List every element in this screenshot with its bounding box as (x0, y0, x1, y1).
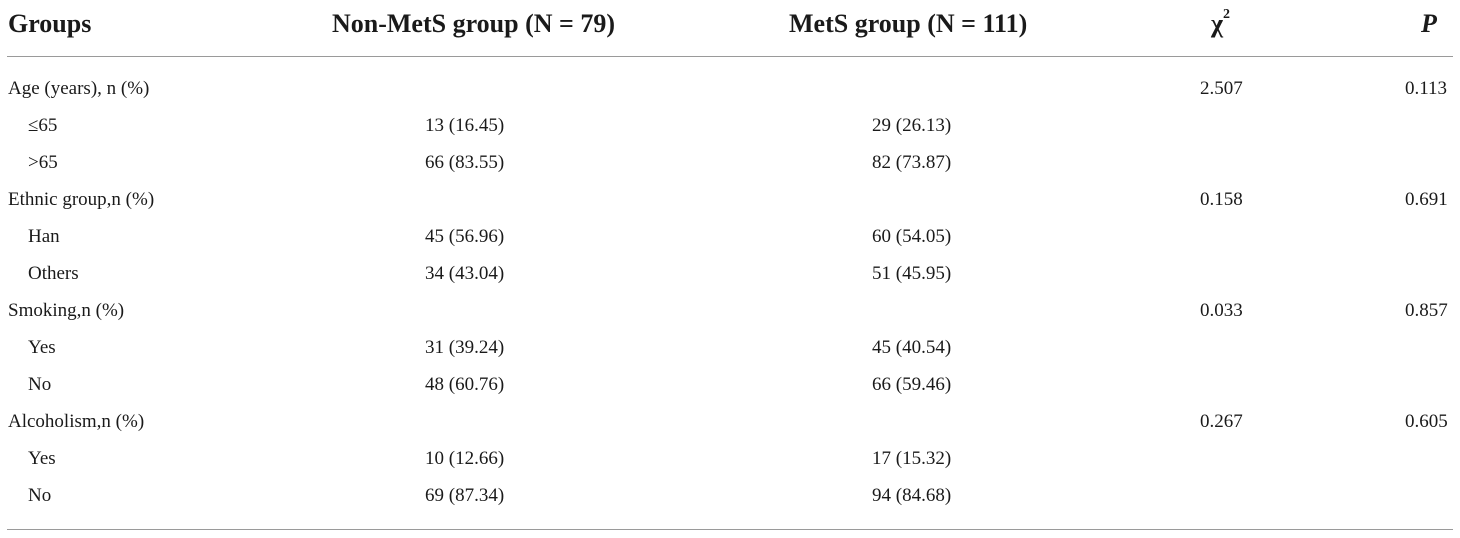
cell-non-mets: 45 (56.96) (425, 226, 505, 247)
cell-p-value: 0.691 (1405, 189, 1448, 210)
header-non-mets-group: Non-MetS group (N = 79) (332, 9, 615, 38)
cell-non-mets: 69 (87.34) (425, 485, 505, 506)
cell-p-value: 0.605 (1405, 411, 1448, 432)
row-label: Ethnic group,n (%) (8, 189, 155, 210)
row-label: Others (28, 263, 79, 284)
table-row: Age (years), n (%) 2.507 0.113 (0, 70, 1460, 107)
cell-p-value: 0.113 (1405, 78, 1448, 99)
bottom-rule (7, 529, 1453, 530)
cell-non-mets: 31 (39.24) (425, 337, 505, 358)
table-row: No 48 (60.76) 66 (59.46) (0, 366, 1460, 403)
row-label: Smoking,n (%) (8, 300, 125, 321)
table-row: Yes 10 (12.66) 17 (15.32) (0, 440, 1460, 477)
cell-p-value: 0.857 (1405, 300, 1448, 321)
row-label: >65 (28, 152, 58, 173)
cell-mets: 60 (54.05) (872, 226, 952, 247)
cell-mets: 17 (15.32) (872, 448, 952, 469)
table-row: No 69 (87.34) 94 (84.68) (0, 477, 1460, 514)
table-header: Groups Non-MetS group (N = 79) MetS grou… (0, 0, 1460, 50)
header-mets-group: MetS group (N = 111) (789, 9, 1028, 38)
cell-chi-square: 0.267 (1200, 411, 1243, 432)
cell-mets: 51 (45.95) (872, 263, 952, 284)
table-row: Han 45 (56.96) 60 (54.05) (0, 218, 1460, 255)
table-row: >65 66 (83.55) 82 (73.87) (0, 144, 1460, 181)
cell-mets: 94 (84.68) (872, 485, 952, 506)
table-row: Others 34 (43.04) 51 (45.95) (0, 255, 1460, 292)
row-label: Alcoholism,n (%) (8, 411, 145, 432)
cell-chi-square: 2.507 (1200, 78, 1243, 99)
cell-non-mets: 10 (12.66) (425, 448, 505, 469)
row-label: Yes (28, 337, 56, 358)
cell-non-mets: 66 (83.55) (425, 152, 505, 173)
table-row: Ethnic group,n (%) 0.158 0.691 (0, 181, 1460, 218)
cell-non-mets: 13 (16.45) (425, 115, 505, 136)
chi-exponent: 2 (1223, 7, 1231, 23)
cell-chi-square: 0.158 (1200, 189, 1243, 210)
header-groups: Groups (8, 9, 92, 38)
cell-mets: 45 (40.54) (872, 337, 952, 358)
chi-symbol: χ (1211, 9, 1224, 38)
cell-chi-square: 0.033 (1200, 300, 1243, 321)
table-row: Yes 31 (39.24) 45 (40.54) (0, 329, 1460, 366)
table-row: Smoking,n (%) 0.033 0.857 (0, 292, 1460, 329)
cell-mets: 66 (59.46) (872, 374, 952, 395)
row-label: Han (28, 226, 60, 247)
row-label: No (28, 374, 52, 395)
cell-mets: 29 (26.13) (872, 115, 952, 136)
header-chi-square: χ2 (1211, 7, 1231, 39)
header-p-value: P (1421, 9, 1437, 38)
cell-non-mets: 48 (60.76) (425, 374, 505, 395)
row-label: Age (years), n (%) (8, 78, 150, 99)
row-label: No (28, 485, 52, 506)
top-rule (7, 56, 1453, 57)
row-label: ≤65 (28, 115, 58, 136)
cell-non-mets: 34 (43.04) (425, 263, 505, 284)
table-row: ≤65 13 (16.45) 29 (26.13) (0, 107, 1460, 144)
cell-mets: 82 (73.87) (872, 152, 952, 173)
table-row: Alcoholism,n (%) 0.267 0.605 (0, 403, 1460, 440)
row-label: Yes (28, 448, 56, 469)
